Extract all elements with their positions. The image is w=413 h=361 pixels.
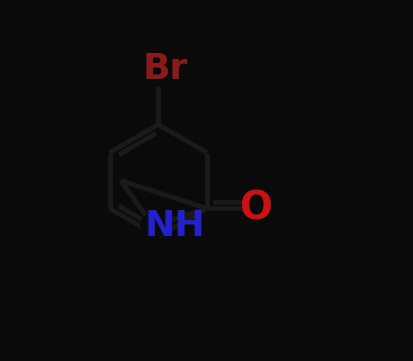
Text: Br: Br [142, 52, 188, 86]
Circle shape [140, 213, 166, 238]
Text: NH: NH [145, 209, 205, 243]
Text: O: O [239, 190, 272, 227]
Circle shape [145, 60, 171, 86]
Circle shape [243, 196, 268, 221]
